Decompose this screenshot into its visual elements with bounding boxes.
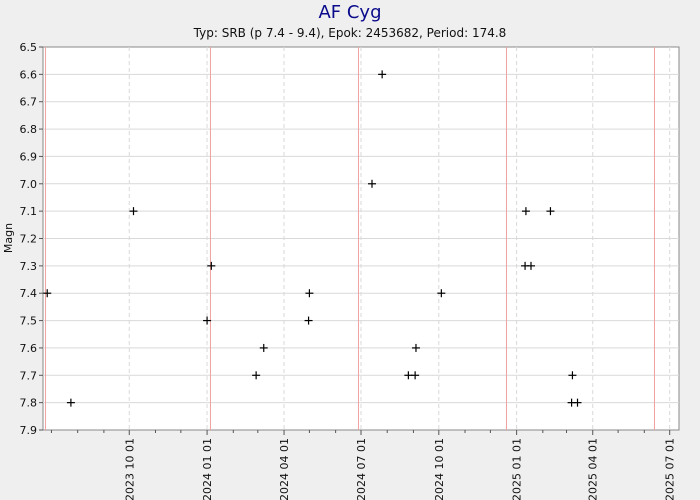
data-point <box>305 289 314 298</box>
y-tick-label: 7.0 <box>20 178 38 191</box>
y-tick-label: 7.2 <box>20 233 38 246</box>
y-axis: 6.5 6.6 6.7 6.8 6.9 7.0 7.1 7.2 7.3 7.4 7.5 7.6 7.7 7… <box>20 41 43 437</box>
data-point <box>521 207 530 216</box>
chart-title: AF Cyg <box>318 2 381 23</box>
data-point <box>573 398 582 407</box>
data-point <box>43 289 52 298</box>
y-tick-label: 7.5 <box>20 315 38 328</box>
data-point <box>66 398 75 407</box>
data-point <box>411 371 420 380</box>
data-point <box>404 371 413 380</box>
data-point <box>207 261 216 270</box>
y-tick-label: 6.5 <box>20 41 38 54</box>
data-point <box>259 343 268 352</box>
data-point <box>526 261 535 270</box>
x-tick-label: 2024 10 01 <box>433 438 446 500</box>
y-tick-label: 7.3 <box>20 260 38 273</box>
y-tick-label: 7.9 <box>20 424 38 437</box>
data-point <box>437 289 446 298</box>
y-tick-label: 7.8 <box>20 397 38 410</box>
x-tick-label: 2024 01 01 <box>201 438 214 500</box>
data-point <box>411 343 420 352</box>
x-tick-label: 2025 01 01 <box>511 438 524 500</box>
data-point <box>367 179 376 188</box>
epoch-lines <box>45 47 655 430</box>
x-tick-label: 2025 07 01 <box>664 438 677 500</box>
grid-layer <box>43 47 679 430</box>
y-tick-label: 6.6 <box>20 68 38 81</box>
y-tick-label: 7.1 <box>20 205 38 218</box>
y-tick-label: 6.8 <box>20 123 38 136</box>
y-tick-label: 6.9 <box>20 150 38 163</box>
data-point <box>568 371 577 380</box>
data-point <box>129 207 138 216</box>
x-axis: 2023 10 01 2024 01 01 2024 04 01 2024 07 01… <box>50 430 677 500</box>
x-tick-label: 2023 10 01 <box>123 438 136 500</box>
data-point <box>378 70 387 79</box>
x-tick-label: 2024 07 01 <box>355 438 368 500</box>
x-tick-label: 2025 04 01 <box>587 438 600 500</box>
x-tick-label: 2024 04 01 <box>278 438 291 500</box>
data-point <box>252 371 261 380</box>
chart-subtitle: Typ: SRB (p 7.4 - 9.4), Epok: 2453682, P… <box>193 26 507 40</box>
data-point <box>304 316 313 325</box>
y-axis-label: Magn <box>2 223 15 253</box>
data-points <box>43 70 582 407</box>
data-point <box>203 316 212 325</box>
y-tick-label: 7.6 <box>20 342 38 355</box>
y-tick-label: 6.7 <box>20 96 38 109</box>
data-point <box>546 207 555 216</box>
y-tick-label: 7.4 <box>20 287 38 300</box>
y-tick-label: 7.7 <box>20 369 38 382</box>
